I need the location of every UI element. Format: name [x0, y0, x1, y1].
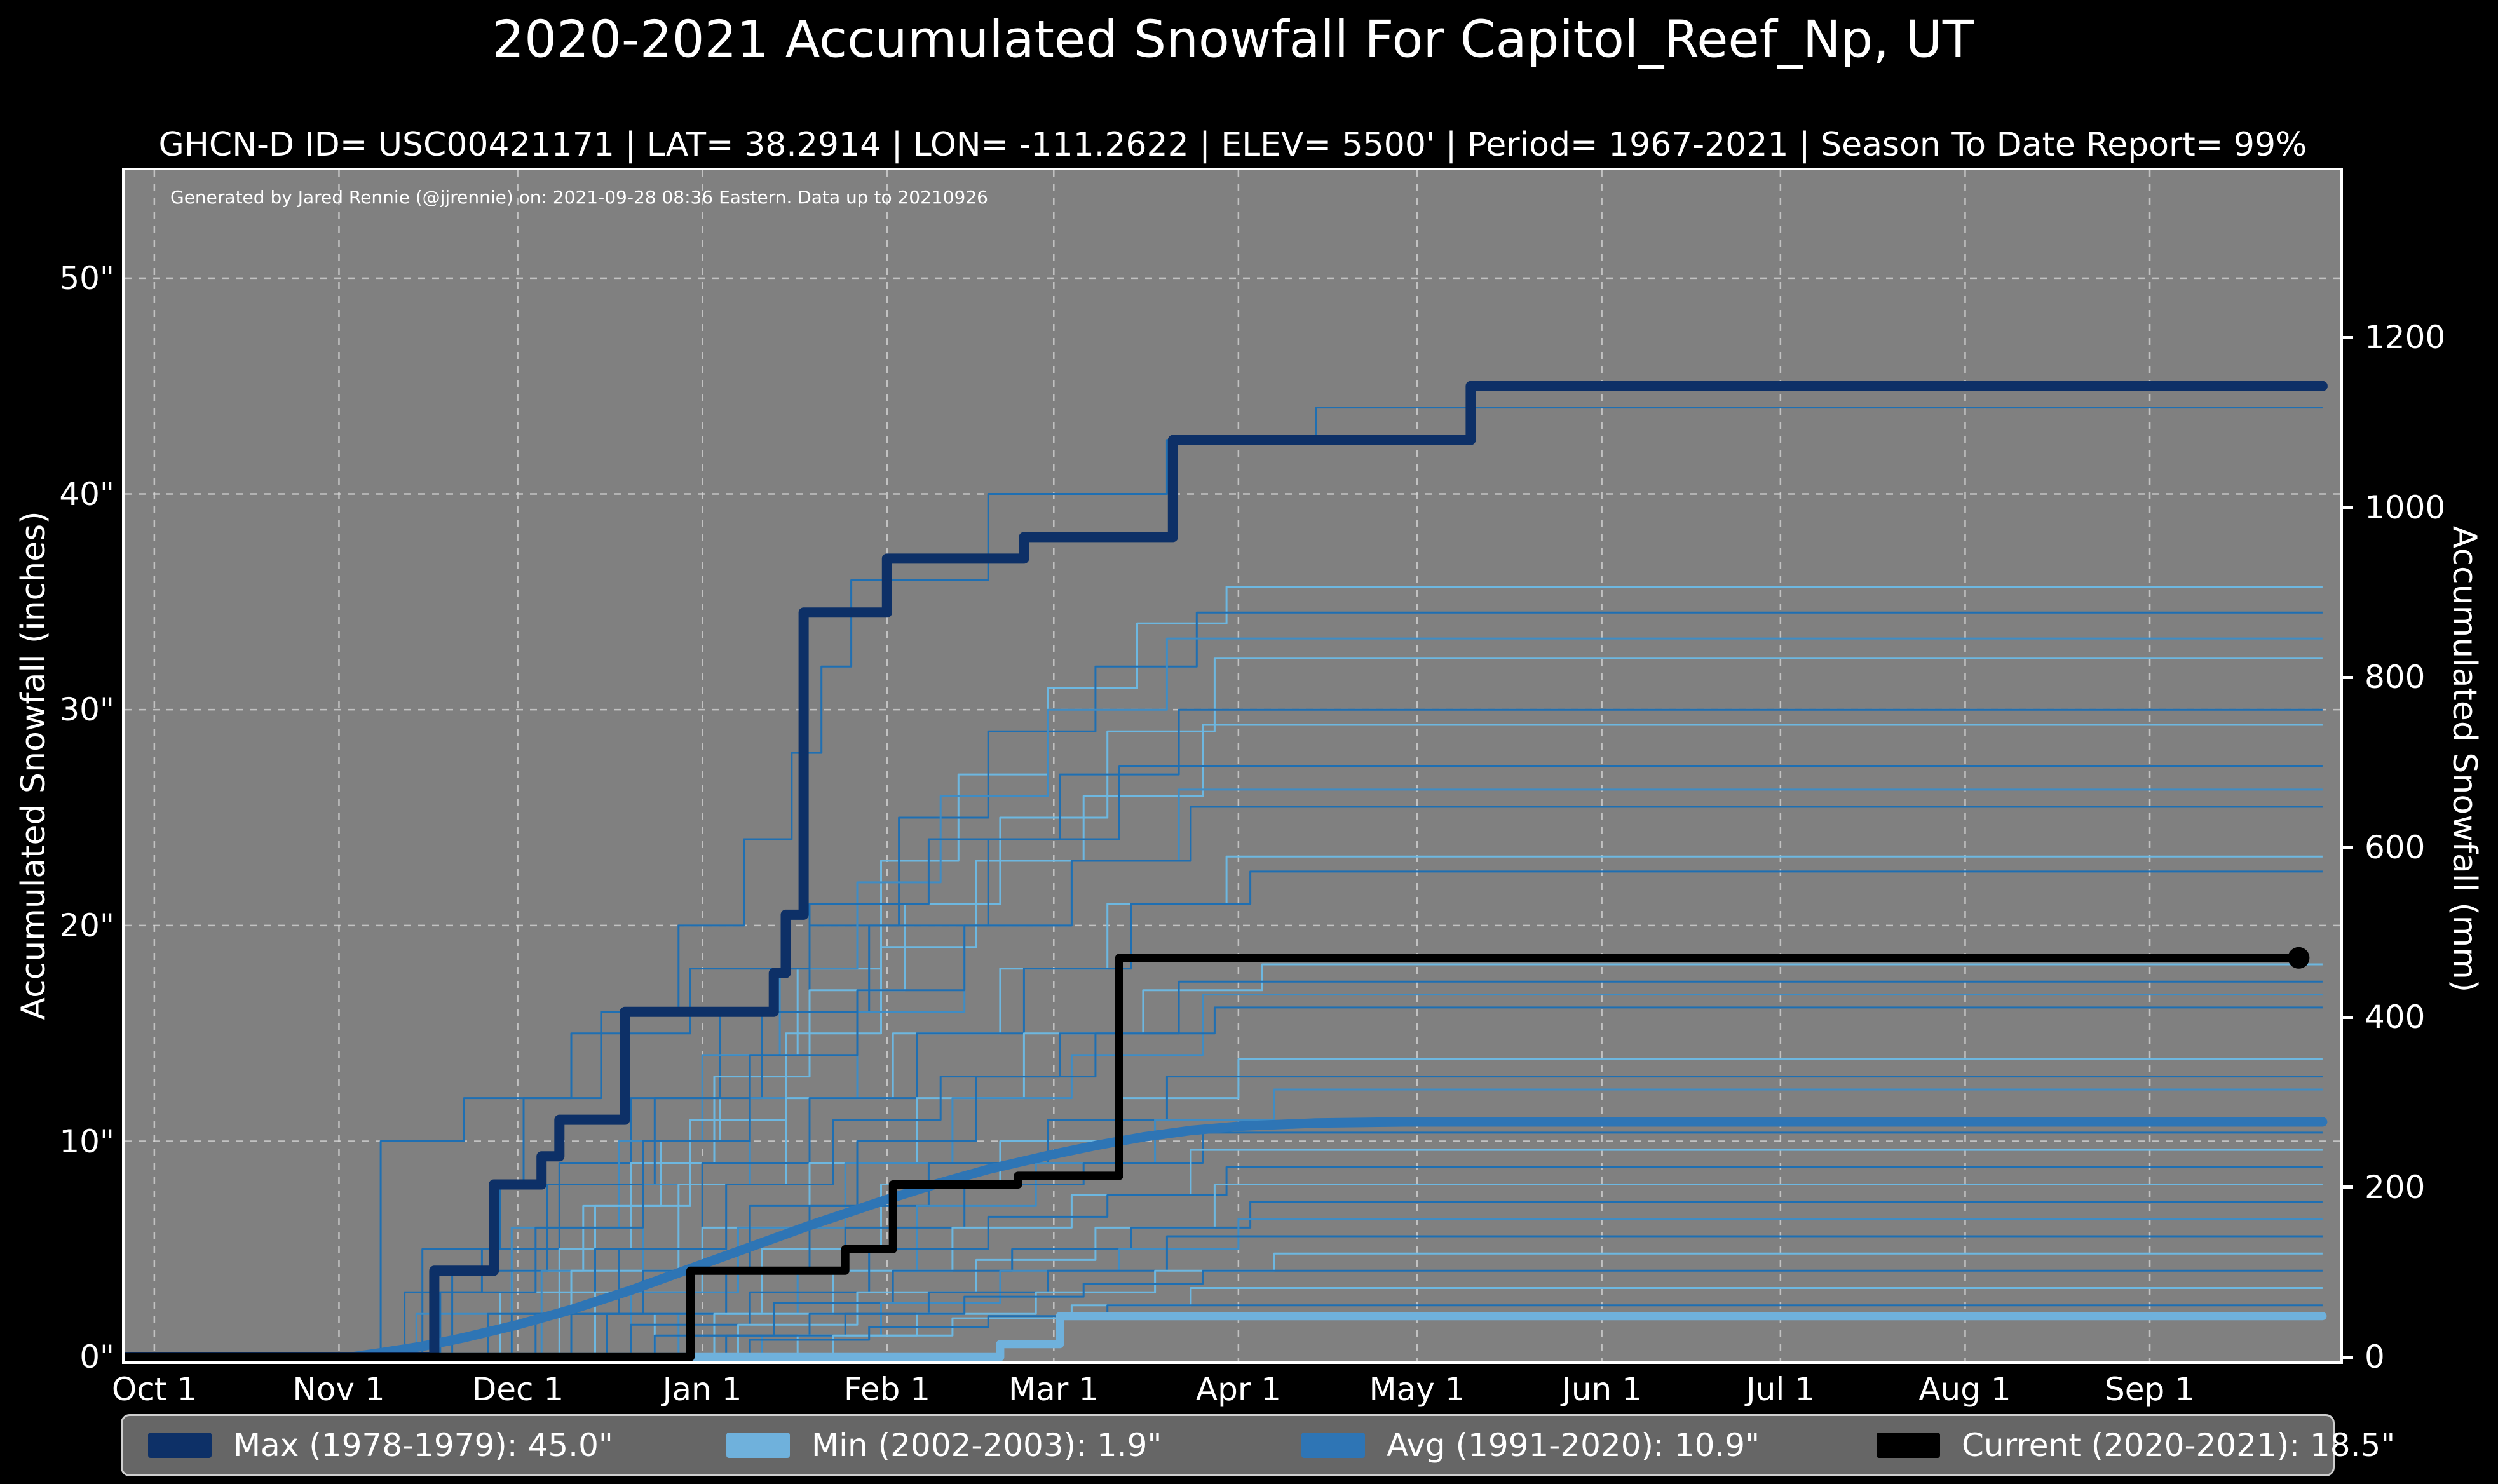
legend-item-current: Current (2020-2021): 18.5" [1877, 1416, 2395, 1474]
season-line [440, 980, 2323, 1358]
y-tick-mark-mm [2340, 1356, 2353, 1359]
x-tick-label: Oct 1 [111, 1371, 198, 1408]
season-line [428, 724, 2323, 1358]
y-tick-mark-mm [2340, 1016, 2353, 1019]
y-tick-mark-mm [2340, 506, 2353, 509]
y-axis-label-mm: Accumulated Snowfall (mm) [2445, 525, 2483, 993]
y-tick-mark-mm [2340, 336, 2353, 339]
season-line [351, 708, 2323, 1358]
season-line [714, 1287, 2323, 1358]
legend-label-avg: Avg (1991-2020): 10.9" [1387, 1427, 1760, 1464]
snowfall-chart [125, 170, 2340, 1361]
legend-swatch-current [1877, 1433, 1940, 1458]
y-tick-label-inches: 30" [59, 691, 114, 728]
legend-item-avg: Avg (1991-2020): 10.9" [1301, 1416, 1760, 1474]
chart-title: 2020-2021 Accumulated Snowfall For Capit… [492, 10, 1974, 69]
attribution-text: Generated by Jared Rennie (@jjrennie) on… [170, 187, 988, 208]
y-tick-label-mm: 800 [2365, 659, 2426, 696]
season-line [512, 1131, 2323, 1358]
legend-label-current: Current (2020-2021): 18.5" [1962, 1427, 2396, 1464]
x-tick-label: May 1 [1369, 1371, 1465, 1408]
legend-swatch-avg [1301, 1433, 1365, 1458]
legend-swatch-min [726, 1433, 790, 1458]
y-tick-label-inches: 20" [59, 907, 114, 944]
season-line [499, 855, 2323, 1358]
x-tick-label: Apr 1 [1195, 1371, 1282, 1408]
y-tick-mark-mm [2340, 846, 2353, 849]
x-tick-label: Jul 1 [1746, 1371, 1816, 1408]
season-line [559, 1201, 2323, 1358]
x-tick-label: Jun 1 [1562, 1371, 1642, 1408]
legend-item-max: Max (1978-1979): 45.0" [148, 1416, 613, 1474]
x-tick-label: Nov 1 [292, 1371, 385, 1408]
legend-swatch-max [148, 1433, 212, 1458]
y-tick-label-inches: 10" [59, 1123, 114, 1160]
season-line [547, 994, 2323, 1358]
plot-area: Generated by Jared Rennie (@jjrennie) on… [122, 168, 2343, 1364]
y-tick-label-mm: 600 [2365, 829, 2426, 866]
x-tick-label: Feb 1 [843, 1371, 931, 1408]
legend-label-max: Max (1978-1979): 45.0" [233, 1427, 613, 1464]
series-current-line [125, 954, 2303, 1361]
season-line [524, 963, 2323, 1358]
y-tick-label-mm: 1200 [2365, 319, 2446, 356]
x-tick-label: Mar 1 [1008, 1371, 1099, 1408]
x-tick-label: Aug 1 [1918, 1371, 2011, 1408]
x-tick-label: Jan 1 [662, 1371, 742, 1408]
y-axis-label-inches: Accumulated Snowfall (inches) [15, 511, 53, 1020]
season-line [535, 1166, 2323, 1358]
x-tick-label: Sep 1 [2105, 1371, 2195, 1408]
season-line [642, 1184, 2323, 1358]
y-tick-label-inches: 40" [59, 476, 114, 513]
series-min-line [125, 1312, 2327, 1361]
season-line [392, 407, 2323, 1358]
season-line [452, 586, 2323, 1358]
legend-label-min: Min (2002-2003): 1.9" [811, 1427, 1162, 1464]
season-line [607, 1269, 2323, 1358]
x-tick-label: Dec 1 [472, 1371, 564, 1408]
series-max-line [125, 381, 2328, 1361]
y-tick-mark-mm [2340, 1185, 2353, 1189]
y-tick-label-inches: 0" [79, 1339, 114, 1375]
y-tick-mark-mm [2340, 676, 2353, 679]
season-line [381, 806, 2323, 1358]
y-tick-label-mm: 400 [2365, 999, 2426, 1035]
series-avg-line [125, 1117, 2328, 1361]
y-tick-label-mm: 1000 [2365, 489, 2446, 526]
current-end-marker [2288, 947, 2310, 969]
chart-subtitle: GHCN-D ID= USC00421171 | LAT= 38.2914 | … [158, 126, 2307, 164]
legend: Max (1978-1979): 45.0" Min (2002-2003): … [121, 1414, 2395, 1476]
legend-item-min: Min (2002-2003): 1.9" [726, 1416, 1162, 1474]
season-line [630, 1304, 2323, 1358]
y-tick-label-inches: 50" [59, 260, 114, 297]
y-tick-label-mm: 0 [2365, 1339, 2385, 1375]
y-tick-label-mm: 200 [2365, 1169, 2426, 1206]
